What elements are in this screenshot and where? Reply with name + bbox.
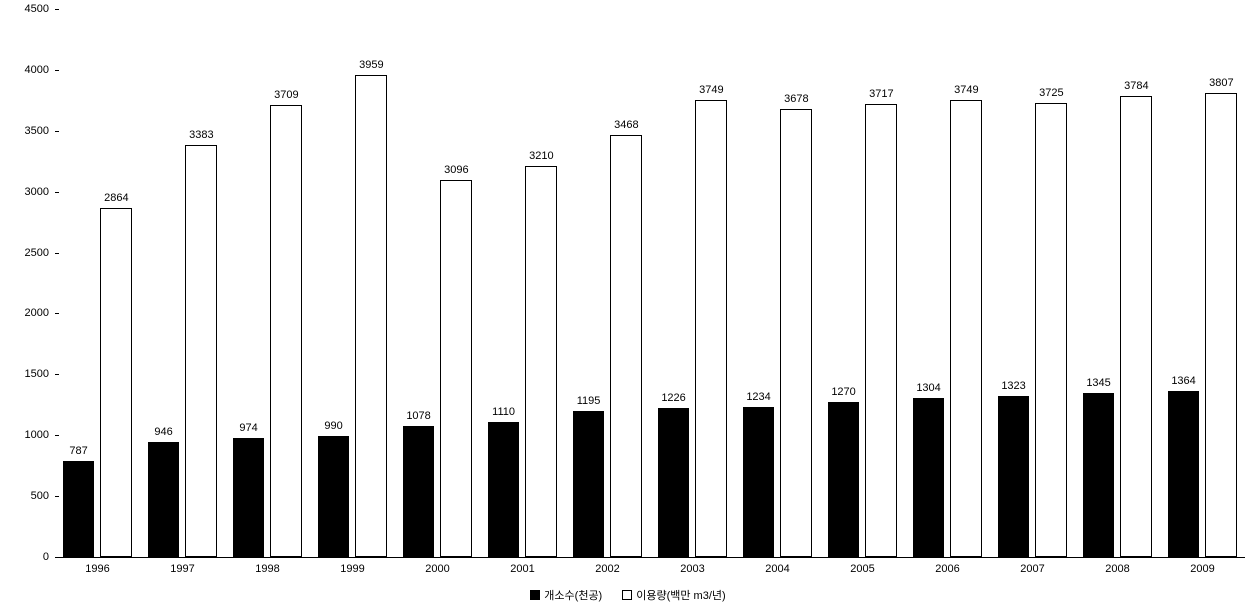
bar-count: [233, 438, 265, 557]
category-group: 134537842008: [1083, 10, 1153, 557]
x-tick-label: 2009: [1168, 557, 1238, 575]
bar-value-label: 3807: [1191, 77, 1251, 89]
y-tick-label: 2500: [5, 247, 55, 259]
y-tick-label: 2000: [5, 307, 55, 319]
category-group: 136438072009: [1168, 10, 1238, 557]
bar-usage: [185, 145, 217, 557]
legend-swatch: [530, 590, 540, 600]
bar-value-label: 3096: [426, 164, 486, 176]
category-group: 99039591999: [318, 10, 388, 557]
y-tick-label: 3000: [5, 186, 55, 198]
x-tick-label: 1999: [318, 557, 388, 575]
bar-value-label: 3678: [766, 93, 826, 105]
bar-usage: [695, 100, 727, 557]
category-group: 97437091998: [233, 10, 303, 557]
bar-value-label: 2864: [86, 192, 146, 204]
bar-count: [148, 442, 180, 557]
x-tick-label: 2005: [828, 557, 898, 575]
category-group: 127037172005: [828, 10, 898, 557]
x-tick-label: 2002: [573, 557, 643, 575]
bar-count: [403, 426, 435, 557]
bar-value-label: 3468: [596, 119, 656, 131]
bar-usage: [780, 109, 812, 557]
x-tick-label: 1998: [233, 557, 303, 575]
bar-usage: [270, 105, 302, 557]
legend-swatch: [622, 590, 632, 600]
x-tick-label: 2000: [403, 557, 473, 575]
category-group: 123436782004: [743, 10, 813, 557]
bar-usage: [1205, 93, 1237, 557]
bar-count: [913, 398, 945, 557]
category-group: 119534682002: [573, 10, 643, 557]
bar-usage: [525, 166, 557, 557]
x-tick-label: 2001: [488, 557, 558, 575]
y-tick-label: 3500: [5, 125, 55, 137]
legend-item: 이용량(백만 m3/년): [622, 587, 725, 603]
bar-count: [998, 396, 1030, 557]
bar-usage: [1120, 96, 1152, 557]
bar-value-label: 3749: [936, 84, 996, 96]
x-tick-label: 1997: [148, 557, 218, 575]
bar-count: [63, 461, 95, 557]
bar-usage: [100, 208, 132, 557]
category-group: 111032102001: [488, 10, 558, 557]
category-group: 94633831997: [148, 10, 218, 557]
bar-usage: [440, 180, 472, 557]
y-tick-label: 4500: [5, 3, 55, 15]
x-tick-label: 2008: [1083, 557, 1153, 575]
plot-area: 0500100015002000250030003500400045007872…: [55, 10, 1245, 558]
y-tick-label: 4000: [5, 64, 55, 76]
bar-usage: [610, 135, 642, 557]
category-group: 122637492003: [658, 10, 728, 557]
bar-count: [828, 402, 860, 557]
bar-value-label: 3725: [1021, 87, 1081, 99]
bar-value-label: 3717: [851, 88, 911, 100]
y-tick-label: 0: [5, 551, 55, 563]
x-tick-label: 2006: [913, 557, 983, 575]
x-tick-label: 1996: [63, 557, 133, 575]
legend-label: 이용량(백만 m3/년): [636, 587, 725, 603]
legend-item: 개소수(천공): [530, 587, 602, 603]
bar-count: [1083, 393, 1115, 557]
x-tick-label: 2004: [743, 557, 813, 575]
bar-usage: [950, 100, 982, 557]
y-tick-label: 1000: [5, 429, 55, 441]
bar-value-label: 3383: [171, 129, 231, 141]
bar-usage: [1035, 103, 1067, 557]
category-group: 107830962000: [403, 10, 473, 557]
bar-value-label: 3959: [341, 59, 401, 71]
bar-value-label: 3749: [681, 84, 741, 96]
y-tick-label: 1500: [5, 368, 55, 380]
x-tick-label: 2003: [658, 557, 728, 575]
category-group: 130437492006: [913, 10, 983, 557]
bar-count: [318, 436, 350, 557]
legend: 개소수(천공) 이용량(백만 m3/년): [0, 587, 1256, 603]
bar-count: [573, 411, 605, 557]
bar-count: [743, 407, 775, 557]
category-group: 78728641996: [63, 10, 133, 557]
legend-label: 개소수(천공): [544, 587, 602, 603]
bar-usage: [355, 75, 387, 557]
bar-value-label: 3210: [511, 150, 571, 162]
bar-chart: 0 500 1000 1500 2000 2500 3000 3500 4000 4500 7872…: [0, 0, 1256, 608]
bar-count: [1168, 391, 1200, 557]
bar-value-label: 3709: [256, 89, 316, 101]
bar-value-label: 3784: [1106, 80, 1166, 92]
x-tick-label: 2007: [998, 557, 1068, 575]
bar-usage: [865, 104, 897, 557]
bar-count: [658, 408, 690, 557]
y-tick-label: 500: [5, 490, 55, 502]
bar-count: [488, 422, 520, 557]
category-group: 132337252007: [998, 10, 1068, 557]
